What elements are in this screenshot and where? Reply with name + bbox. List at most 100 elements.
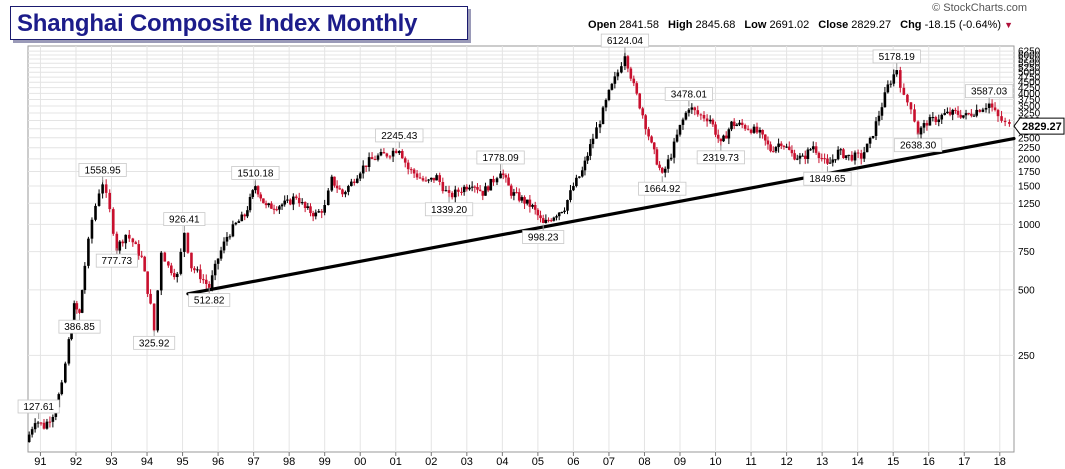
annotation-box (231, 166, 280, 180)
annotation-box (17, 399, 60, 414)
y-tick-label: 4000 (1018, 89, 1041, 100)
annotation-label: 512.82 (194, 296, 225, 307)
price-bar-body (207, 283, 211, 289)
price-bar-body (583, 160, 587, 171)
price-bar-body (801, 155, 804, 157)
annotation-1339-20: 1339.20 (424, 196, 474, 217)
price-bar-body (943, 113, 947, 115)
price-bar-body (361, 165, 365, 174)
price-bar-body (243, 214, 247, 217)
price-bar-body (190, 252, 193, 269)
price-bar-body (544, 219, 548, 223)
price-bar-body (30, 429, 34, 435)
price-bar-body (716, 134, 720, 139)
price-bar-body (146, 271, 149, 294)
price-bar-body (836, 149, 840, 160)
y-tick-label: 4500 (1018, 78, 1041, 89)
x-tick-label: 98 (283, 456, 295, 468)
annotation-label: 1510.18 (237, 168, 274, 179)
annotation-777-73: 777.73 (95, 248, 138, 268)
price-bar-body (523, 197, 526, 204)
price-bar-body (844, 155, 848, 158)
down-triangle-icon: ▼ (1004, 20, 1013, 30)
price-bar-body (566, 200, 569, 211)
price-bar-body (373, 159, 377, 161)
y-tick-label: 3750 (1018, 95, 1041, 106)
price-bar-body (280, 204, 284, 207)
annotation-box (664, 87, 713, 101)
price-bar-body (492, 178, 495, 183)
price-bar-body (828, 162, 832, 164)
price-bar-body (294, 196, 298, 198)
open-value: 2841.58 (619, 19, 659, 31)
y-tick-label: 2000 (1018, 154, 1041, 165)
price-bar-body (575, 177, 578, 187)
price-bar-body (987, 103, 991, 108)
y-tick-label: 4250 (1018, 83, 1041, 94)
price-bar-body (708, 119, 712, 122)
annotation-label: 2638.30 (900, 141, 937, 152)
price-bar-body (256, 186, 260, 195)
x-tick-label: 09 (674, 456, 686, 468)
price-bar-body (675, 134, 679, 142)
price-bar-body (186, 232, 190, 253)
price-bar-body (101, 184, 104, 194)
price-bar-body (400, 150, 404, 159)
price-bar-body (798, 155, 802, 159)
annotation-label: 1558.95 (85, 165, 122, 176)
x-tick-label: 07 (603, 456, 615, 468)
price-bar-body (714, 124, 717, 135)
price-bar-body (306, 206, 310, 209)
price-bar-body (51, 416, 55, 422)
price-bar-body (906, 94, 909, 103)
price-bar-body (817, 152, 821, 159)
price-bars (27, 51, 1011, 443)
low-value: 2691.02 (769, 19, 810, 31)
price-bar-body (347, 186, 350, 192)
price-bar-body (658, 164, 661, 168)
price-bar-body (629, 68, 633, 79)
price-bar-body (738, 122, 741, 125)
price-bar-body (509, 185, 513, 196)
price-bar-body (690, 107, 694, 110)
price-bar-body (429, 177, 433, 180)
price-bar-body (228, 236, 232, 238)
price-bar-body (481, 190, 485, 196)
price-bar-body (462, 186, 466, 193)
price-bar-body (344, 191, 347, 195)
price-bar-body (678, 124, 682, 135)
price-bar-body (749, 129, 753, 133)
price-bar-body (234, 222, 238, 225)
price-bar-body (889, 83, 893, 85)
price-bar-body (763, 134, 767, 141)
price-bar-body (793, 153, 796, 160)
price-bar-body (531, 204, 534, 207)
price-bar-body (993, 107, 997, 111)
price-bar-body (655, 149, 659, 165)
price-bar-body (946, 111, 949, 114)
price-bar-body (83, 265, 87, 291)
x-tick-label: 08 (638, 456, 650, 468)
price-bar-body (865, 143, 869, 153)
price-bar-body (959, 114, 963, 118)
y-tick-label: 1250 (1018, 199, 1041, 210)
price-bar-body (928, 117, 932, 126)
annotation-box (58, 319, 101, 334)
price-bar-body (314, 212, 318, 217)
price-bar-body (278, 206, 281, 210)
price-bar-body (607, 89, 611, 101)
price-bar-body (501, 173, 505, 176)
price-bar-body (270, 203, 273, 209)
price-bar-body (740, 122, 744, 126)
price-bar-body (823, 158, 826, 160)
price-bar-body (746, 128, 750, 130)
price-bar-body (719, 138, 723, 142)
price-bar-body (486, 186, 490, 191)
price-bar-body (512, 192, 516, 196)
price-bar-body (67, 339, 71, 364)
annotation-3587-03: 3587.03 (965, 84, 1014, 104)
price-bar-body (853, 152, 857, 161)
y-tick-label: 4750 (1018, 73, 1041, 84)
annotation-box (872, 49, 921, 64)
price-bar-body (326, 190, 330, 206)
